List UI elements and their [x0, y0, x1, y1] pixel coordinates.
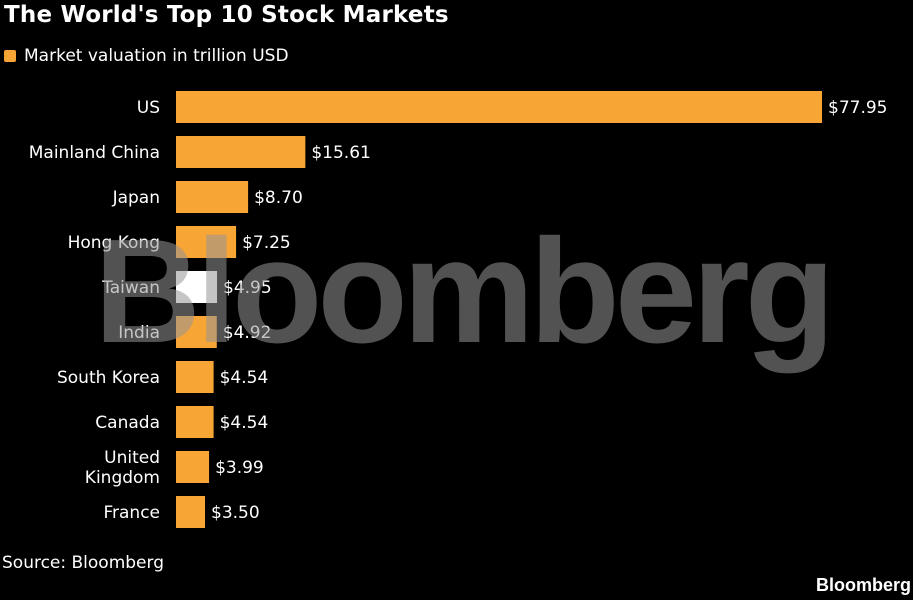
- brand-logo: Bloomberg: [815, 575, 911, 595]
- value-label: $3.99: [215, 458, 264, 478]
- category-label: Mainland China: [29, 143, 160, 163]
- category-label: United Kingdom: [85, 448, 160, 488]
- legend-label: Market valuation in trillion USD: [24, 46, 289, 66]
- value-label: $15.61: [311, 143, 370, 163]
- value-label: $8.70: [254, 188, 303, 208]
- category-label: Hong Kong: [68, 233, 160, 253]
- category-label: India: [118, 323, 160, 343]
- category-label: Japan: [112, 188, 160, 208]
- bar-south-korea: [176, 361, 214, 393]
- bar-hong-kong: [176, 226, 237, 258]
- category-label: South Korea: [57, 368, 160, 388]
- value-label: $4.95: [223, 278, 272, 298]
- bar-us: [176, 91, 822, 123]
- bar-taiwan: [176, 271, 218, 303]
- category-label: France: [103, 503, 160, 523]
- category-label: Canada: [95, 413, 160, 433]
- value-label: $77.95: [828, 98, 887, 118]
- category-label: US: [137, 98, 160, 118]
- value-label: $4.92: [223, 323, 272, 343]
- bar-india: [176, 316, 217, 348]
- source-note: Source: Bloomberg: [2, 553, 164, 573]
- bar-japan: [176, 181, 249, 213]
- value-label: $3.50: [211, 503, 260, 523]
- legend-swatch: [4, 50, 16, 62]
- bar-france: [176, 496, 206, 528]
- category-label: Taiwan: [101, 278, 160, 298]
- bar-canada: [176, 406, 214, 438]
- value-label: $4.54: [220, 368, 269, 388]
- watermark: Bloomberg: [94, 209, 835, 374]
- bar-mainland-china: [176, 136, 306, 168]
- value-label: $4.54: [220, 413, 269, 433]
- value-label: $7.25: [242, 233, 291, 253]
- legend: Market valuation in trillion USD: [4, 46, 289, 66]
- chart-title: The World's Top 10 Stock Markets: [4, 2, 449, 28]
- bar-united-kingdom: [176, 451, 210, 483]
